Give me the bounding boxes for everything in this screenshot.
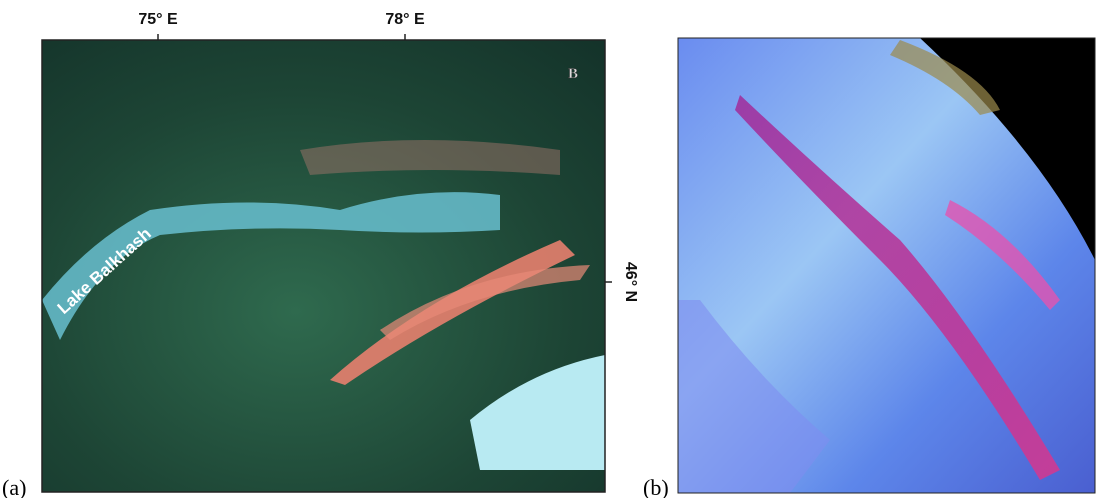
longitude-label: 78° E — [385, 11, 425, 28]
satellite-image-a — [42, 40, 605, 492]
panel-label: (a) — [2, 475, 26, 498]
panel-label: (b) — [643, 475, 669, 498]
figure: 75° E 78° E 46° N B Lake Balkhash (a) (b… — [0, 0, 1096, 498]
latitude-label: 46° N — [622, 262, 639, 302]
corner-label: B — [568, 66, 578, 82]
satellite-image-b — [678, 38, 1095, 493]
longitude-label: 75° E — [138, 11, 178, 28]
